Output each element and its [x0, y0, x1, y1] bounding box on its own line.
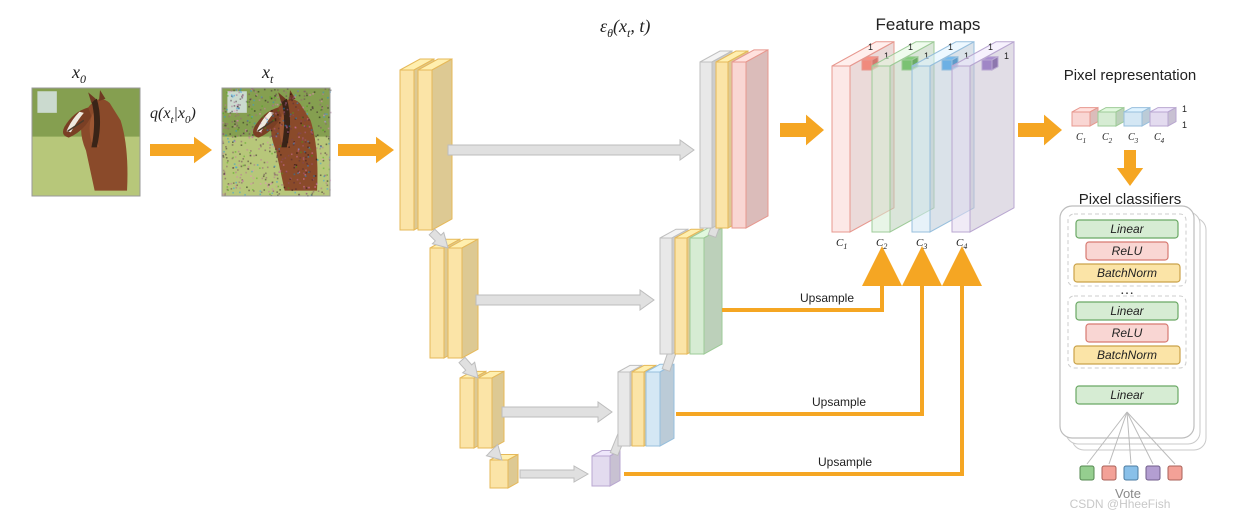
relu-1-label: ReLU [1112, 244, 1143, 258]
diagram-svg: x0xtq(xt|x0)εθ(xt, t)Feature maps11C111C… [0, 0, 1250, 512]
feat-c2-clabel: C2 [876, 237, 887, 251]
enc-1b [418, 59, 452, 230]
bottleneck-arrow [520, 466, 588, 482]
pixrep-one-b: 1 [1182, 120, 1187, 130]
vote-box-0 [1080, 466, 1094, 480]
dec-3-blue [646, 364, 674, 446]
bn-2-label: BatchNorm [1097, 348, 1157, 362]
arrow-to-pixelrep [1018, 115, 1062, 146]
feat-c4-one-a: 1 [1004, 51, 1009, 61]
pixrep-2-c: C2 [1102, 132, 1113, 145]
label-pixelrep: Pixel representation [1064, 67, 1197, 84]
pixrep-2 [1098, 108, 1124, 126]
label-upsample-4: Upsample [818, 455, 872, 469]
pixrep-4 [1150, 108, 1176, 126]
ellipsis: … [1120, 283, 1134, 298]
label-upsample-2: Upsample [800, 291, 854, 305]
down-12 [429, 229, 448, 248]
enc-3b [478, 371, 504, 448]
input-image-x0 [32, 88, 140, 196]
enc-4 [490, 455, 518, 489]
diagram-canvas: x0xtq(xt|x0)εθ(xt, t)Feature maps11C111C… [0, 0, 1250, 512]
pixrep-4-c: C4 [1154, 132, 1165, 145]
enc-2b [448, 239, 478, 358]
vote-box-2 [1124, 466, 1138, 480]
input-image-xt [222, 88, 331, 197]
relu-2-label: ReLU [1112, 326, 1143, 340]
pixrep-3-c: C3 [1128, 132, 1139, 145]
pixrep-1 [1072, 108, 1098, 126]
bn-1-label: BatchNorm [1097, 266, 1157, 280]
skip-1 [448, 140, 694, 160]
feat-c3-one-b: 1 [948, 42, 953, 52]
label-q: q(xt|x0) [150, 105, 196, 126]
dec-4 [592, 451, 620, 487]
feat-c3-clabel: C3 [916, 237, 927, 251]
dec-1-red [732, 50, 768, 228]
vote-box-4 [1168, 466, 1182, 480]
arrow-to-classifiers [1117, 150, 1143, 186]
label-eps: εθ(xt, t) [600, 16, 650, 40]
feat-c4-cube [982, 57, 998, 70]
arrow-q [150, 137, 212, 163]
vote-box-1 [1102, 466, 1116, 480]
pixrep-one-a: 1 [1182, 104, 1187, 114]
pixrep-1-c: C1 [1076, 132, 1086, 145]
feat-c2-one-b: 1 [908, 42, 913, 52]
label-featuremaps: Feature maps [876, 15, 981, 34]
vote-box-3 [1146, 466, 1160, 480]
feat-c4-one-b: 1 [988, 42, 993, 52]
dec-2-green [690, 228, 722, 354]
feat-c1-one-b: 1 [868, 42, 873, 52]
skip-3 [502, 402, 612, 422]
label-x0: x0 [71, 62, 86, 86]
label-xt: xt [261, 62, 274, 86]
pixrep-3 [1124, 108, 1150, 126]
linear-1-label: Linear [1110, 222, 1144, 236]
arrow-to-featuremaps [780, 115, 824, 146]
linear-final-label: Linear [1110, 388, 1144, 402]
watermark: CSDN @HheeFish [1070, 497, 1171, 511]
feat-c4-clabel: C4 [956, 237, 967, 251]
label-upsample-3: Upsample [812, 395, 866, 409]
classifier-card: Linear ReLU BatchNorm Linear ReLU BatchNorm … L… [1060, 206, 1194, 438]
arrow-into-unet [338, 137, 394, 163]
down-23 [459, 357, 478, 378]
skip-2 [476, 290, 654, 310]
feat-c1-clabel: C1 [836, 237, 847, 251]
linear-2-label: Linear [1110, 304, 1144, 318]
